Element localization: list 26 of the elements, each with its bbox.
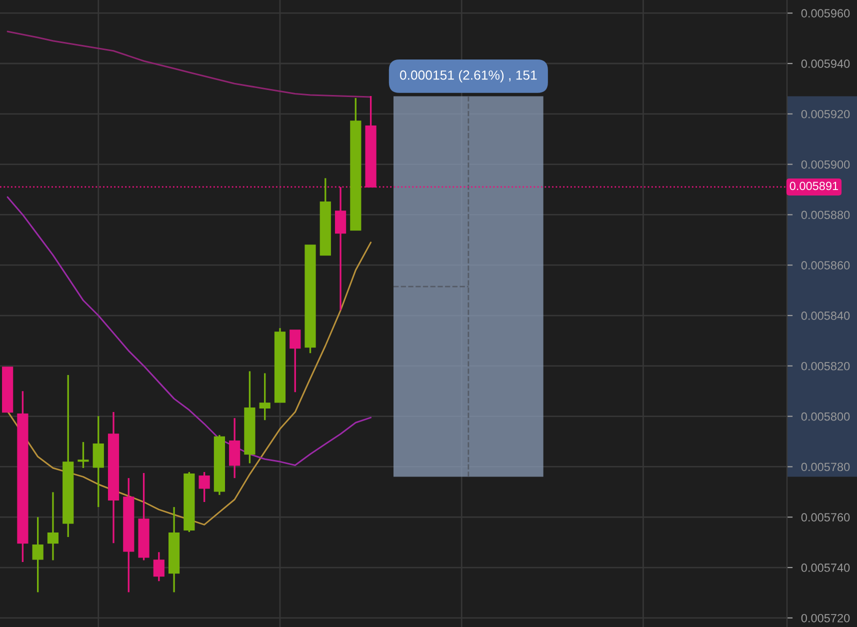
candlestick [92,415,104,508]
candlestick [78,441,89,469]
line-series [6,30,372,98]
y-tick-label: 0.005940 [801,60,850,68]
y-tick-label: 0.005760 [801,513,850,522]
y-tick-label: 0.005800 [801,412,850,421]
candlestick [259,372,270,421]
y-tick-label: 0.005720 [801,614,850,622]
line-series [6,196,372,466]
band-label: 0.000151 (2.61%) , 151 [400,70,537,82]
y-tick-label: 0.005880 [801,210,850,220]
y-tick-label: 0.005960 [801,9,850,18]
candlestick [290,329,301,393]
y-tick-label: 0.005740 [801,564,850,572]
candlestick [153,551,164,582]
y-tick-label: 0.005920 [801,110,850,118]
y-tick-label: 0.005780 [801,462,850,472]
y-tick-label: 0.005820 [801,362,850,370]
candlestick [32,516,44,594]
y-tick-label: 0.005860 [801,261,850,270]
candlestick [47,491,59,562]
y-tick-label: 0.005900 [801,160,850,169]
ref-line-label: 0.005891 [790,182,838,190]
y-tick-label: 0.005840 [801,312,850,320]
candlestick [198,471,210,503]
line-series [6,242,372,526]
